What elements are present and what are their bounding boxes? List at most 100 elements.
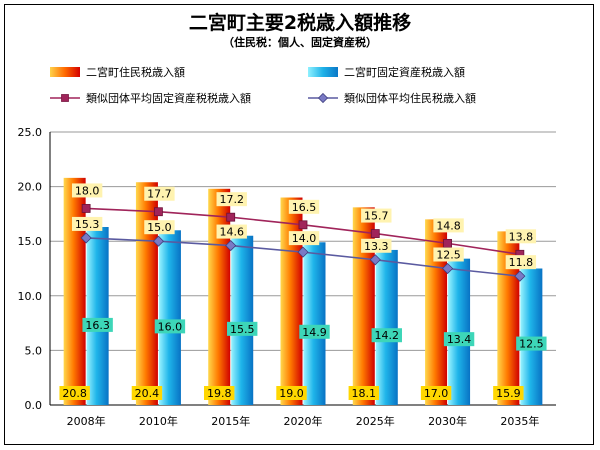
data-label-avg-resident-tax: 15.3 [75,218,100,231]
data-label-avg-property-tax: 14.8 [436,219,461,232]
point-avg-resident-tax [225,240,237,252]
data-label-property-tax: 15.5 [230,323,255,336]
legend-label-property-tax: 二宮町固定資産税歳入額 [344,66,465,79]
x-tick-label: 2035年 [500,414,539,428]
point-avg-resident-tax [369,254,381,266]
point-avg-resident-tax [297,246,309,258]
bar-resident-tax [280,197,303,405]
data-label-property-tax-bg [154,319,186,334]
bar-property-tax [86,227,109,405]
x-tick-label: 2025年 [356,414,395,428]
y-tick-label: 5.0 [25,344,43,357]
legend-item-property-tax: 二宮町固定資産税歳入額 [308,64,465,80]
data-label-resident-tax-bg [420,386,452,400]
point-avg-property-tax [81,204,91,213]
data-label-avg-resident-tax-bg [288,231,320,246]
data-label-resident-tax-bg [59,386,90,400]
data-label-avg-property-tax-bg [71,183,103,198]
data-label-avg-resident-tax: 14.6 [219,226,244,239]
data-label-avg-resident-tax-bg [216,224,247,239]
data-label-avg-property-tax-bg [433,218,464,233]
data-label-avg-resident-tax-bg [361,238,392,253]
point-avg-property-tax [443,238,452,248]
x-tick-label: 2020年 [284,414,323,428]
point-avg-resident-tax [152,235,164,247]
legend-swatch-resident-tax [50,67,80,77]
data-label-avg-property-tax: 17.7 [147,188,172,201]
data-label-avg-resident-tax-bg [71,216,103,231]
data-label-property-tax: 16.3 [85,319,110,332]
data-label-property-tax: 12.5 [519,338,544,351]
data-label-resident-tax: 18.1 [352,387,377,400]
legend-item-avg-resident-tax: 類似団体平均住民税歳入額 [308,90,476,106]
data-label-avg-property-tax: 15.7 [364,210,389,223]
bar-property-tax [303,242,326,405]
data-label-avg-resident-tax-bg [144,220,175,235]
data-label-avg-property-tax-bg [216,192,247,207]
data-label-avg-property-tax: 16.5 [292,201,317,214]
legend-item-avg-property-tax: 類似団体平均固定資産税税歳入額 [50,90,251,106]
data-label-property-tax-bg [371,328,402,343]
point-avg-resident-tax [442,262,454,275]
bar-resident-tax [135,182,158,405]
data-label-property-tax-bg [299,324,330,339]
legend-item-resident-tax: 二宮町住民税歳入額 [50,64,185,80]
data-label-resident-tax: 19.0 [279,387,304,400]
data-label-avg-property-tax: 18.0 [75,184,100,197]
data-label-avg-resident-tax: 12.5 [436,249,461,262]
data-label-property-tax: 14.9 [302,326,327,339]
x-tick-label: 2030年 [428,414,467,428]
data-label-resident-tax-bg [204,386,235,400]
point-avg-property-tax [370,229,380,238]
y-tick-label: 15.0 [18,235,43,248]
data-label-avg-resident-tax: 13.3 [364,240,389,253]
data-label-avg-resident-tax: 15.0 [147,221,172,234]
data-label-resident-tax: 17.0 [424,387,449,400]
bar-property-tax [375,249,398,405]
data-label-avg-resident-tax-bg [433,247,464,262]
data-label-property-tax-bg [227,321,258,336]
data-label-resident-tax-bg [493,386,524,400]
data-label-resident-tax-bg [276,386,307,400]
data-label-property-tax: 14.2 [375,329,400,342]
legend-swatch-avg-property-tax [50,94,80,102]
data-label-property-tax: 13.4 [447,333,472,346]
data-label-resident-tax: 15.9 [496,387,521,400]
chart-subtitle: （住民税：個人、固定資産税） [223,36,377,49]
legend-swatch-avg-resident-tax [308,92,338,104]
data-label-avg-property-tax-bg [361,208,392,223]
data-label-avg-property-tax-bg [505,229,537,244]
data-label-avg-property-tax-bg [288,199,320,214]
data-label-avg-resident-tax: 14.0 [292,232,317,245]
bar-resident-tax [208,188,231,405]
data-label-resident-tax: 20.4 [135,387,160,400]
x-tick-label: 2010年 [139,414,178,428]
bar-resident-tax [352,207,375,405]
point-avg-resident-tax [514,270,526,282]
x-tick-label: 2015年 [211,414,250,428]
legend-label-avg-resident-tax: 類似団体平均住民税歳入額 [344,92,476,105]
data-label-avg-resident-tax-bg [505,255,537,270]
data-label-resident-tax: 20.8 [62,387,87,400]
data-label-avg-property-tax-bg [144,186,175,201]
data-label-property-tax-bg [443,332,475,347]
y-tick-label: 0.0 [25,399,43,412]
y-tick-label: 10.0 [18,290,43,303]
data-label-resident-tax: 19.8 [207,387,232,400]
data-label-avg-property-tax: 13.8 [509,230,534,243]
x-tick-label: 2008年 [67,414,106,428]
y-tick-label: 20.0 [18,181,43,194]
chart-title: 二宮町主要2税歳入額推移 [188,12,412,34]
legend-label-avg-property-tax: 類似団体平均固定資産税税歳入額 [86,92,251,105]
point-avg-resident-tax [80,232,92,244]
data-label-avg-resident-tax: 11.8 [509,256,534,269]
data-label-resident-tax-bg [348,386,379,400]
point-avg-property-tax [154,207,163,217]
y-tick-label: 25.0 [18,126,43,139]
legend-label-resident-tax: 二宮町住民税歳入額 [86,66,185,79]
data-label-property-tax-bg [516,336,547,351]
legend-swatch-property-tax [308,67,338,77]
bar-property-tax [231,235,254,405]
point-avg-property-tax [226,212,236,222]
bar-resident-tax [63,177,86,405]
